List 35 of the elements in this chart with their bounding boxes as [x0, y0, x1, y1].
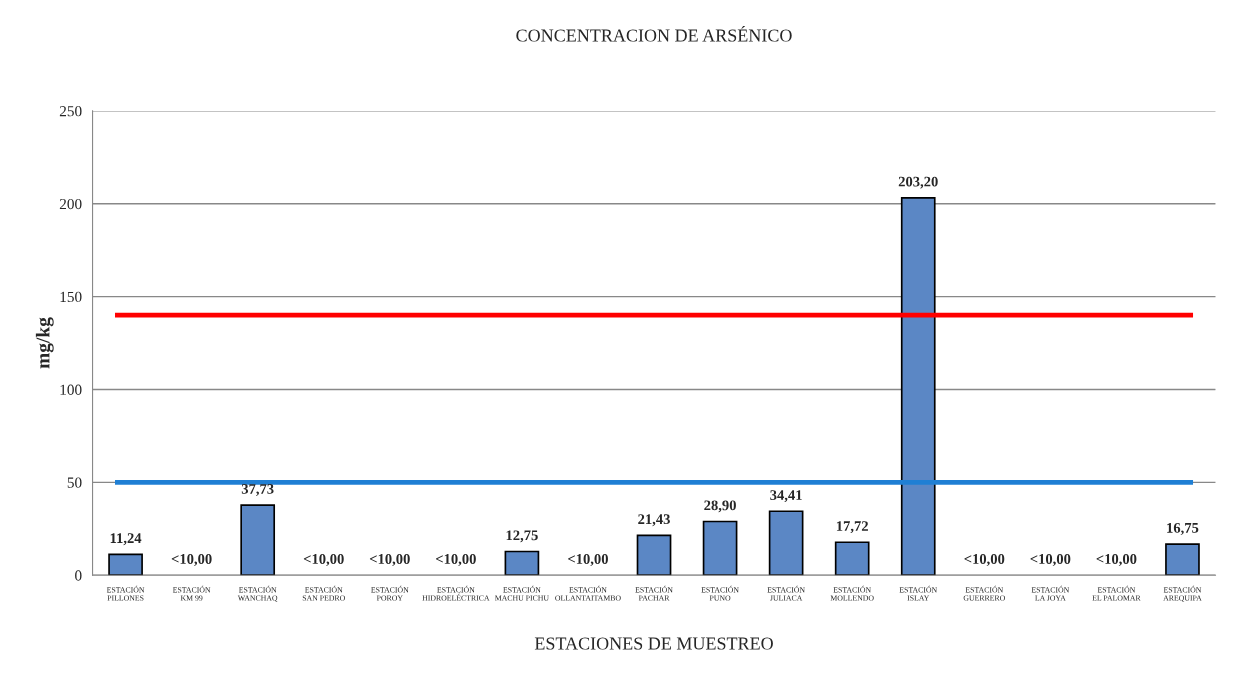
- y-tick-label: 100: [60, 384, 82, 395]
- text: <10,00: [964, 554, 1005, 567]
- y-tick-label: 200: [59, 198, 82, 210]
- bar: [240, 504, 276, 576]
- text: <10,00: [1096, 554, 1137, 567]
- data-label: 12,75: [506, 530, 538, 543]
- text: <10,00: [171, 554, 212, 567]
- text: <10,00: [303, 554, 344, 567]
- text: <10,00: [568, 554, 608, 567]
- bar: [1165, 543, 1200, 576]
- data-label: 203,20: [898, 176, 938, 189]
- bar: [834, 541, 870, 576]
- data-label: 16,75: [1167, 522, 1199, 535]
- y-tick-label: 250: [59, 106, 82, 117]
- data-label: 21,43: [638, 514, 670, 527]
- bar: [768, 510, 804, 576]
- y-axis-title: mg/kg: [35, 317, 54, 369]
- text: <10,00: [436, 554, 476, 567]
- bar: [636, 534, 672, 576]
- text: <10,00: [1030, 554, 1071, 567]
- bar: [108, 553, 143, 576]
- data-label: 17,72: [836, 521, 868, 534]
- text: <10,00: [369, 554, 410, 567]
- data-label: 37,73: [241, 484, 274, 496]
- y-tick-label: 150: [60, 291, 82, 303]
- data-label: 34,41: [770, 490, 802, 503]
- data-label: 28,90: [704, 500, 736, 513]
- data-label: 11,24: [110, 533, 142, 546]
- chart-title: CONCENTRACION DE ARSÉNICO: [516, 25, 792, 42]
- x-axis-title: ESTACIONES DE MUESTREO: [534, 637, 773, 650]
- bar: [702, 520, 738, 576]
- y-tick-label: 0: [75, 570, 82, 581]
- bar: [900, 196, 936, 576]
- y-tick-label: 50: [67, 477, 82, 488]
- bar: [504, 550, 540, 576]
